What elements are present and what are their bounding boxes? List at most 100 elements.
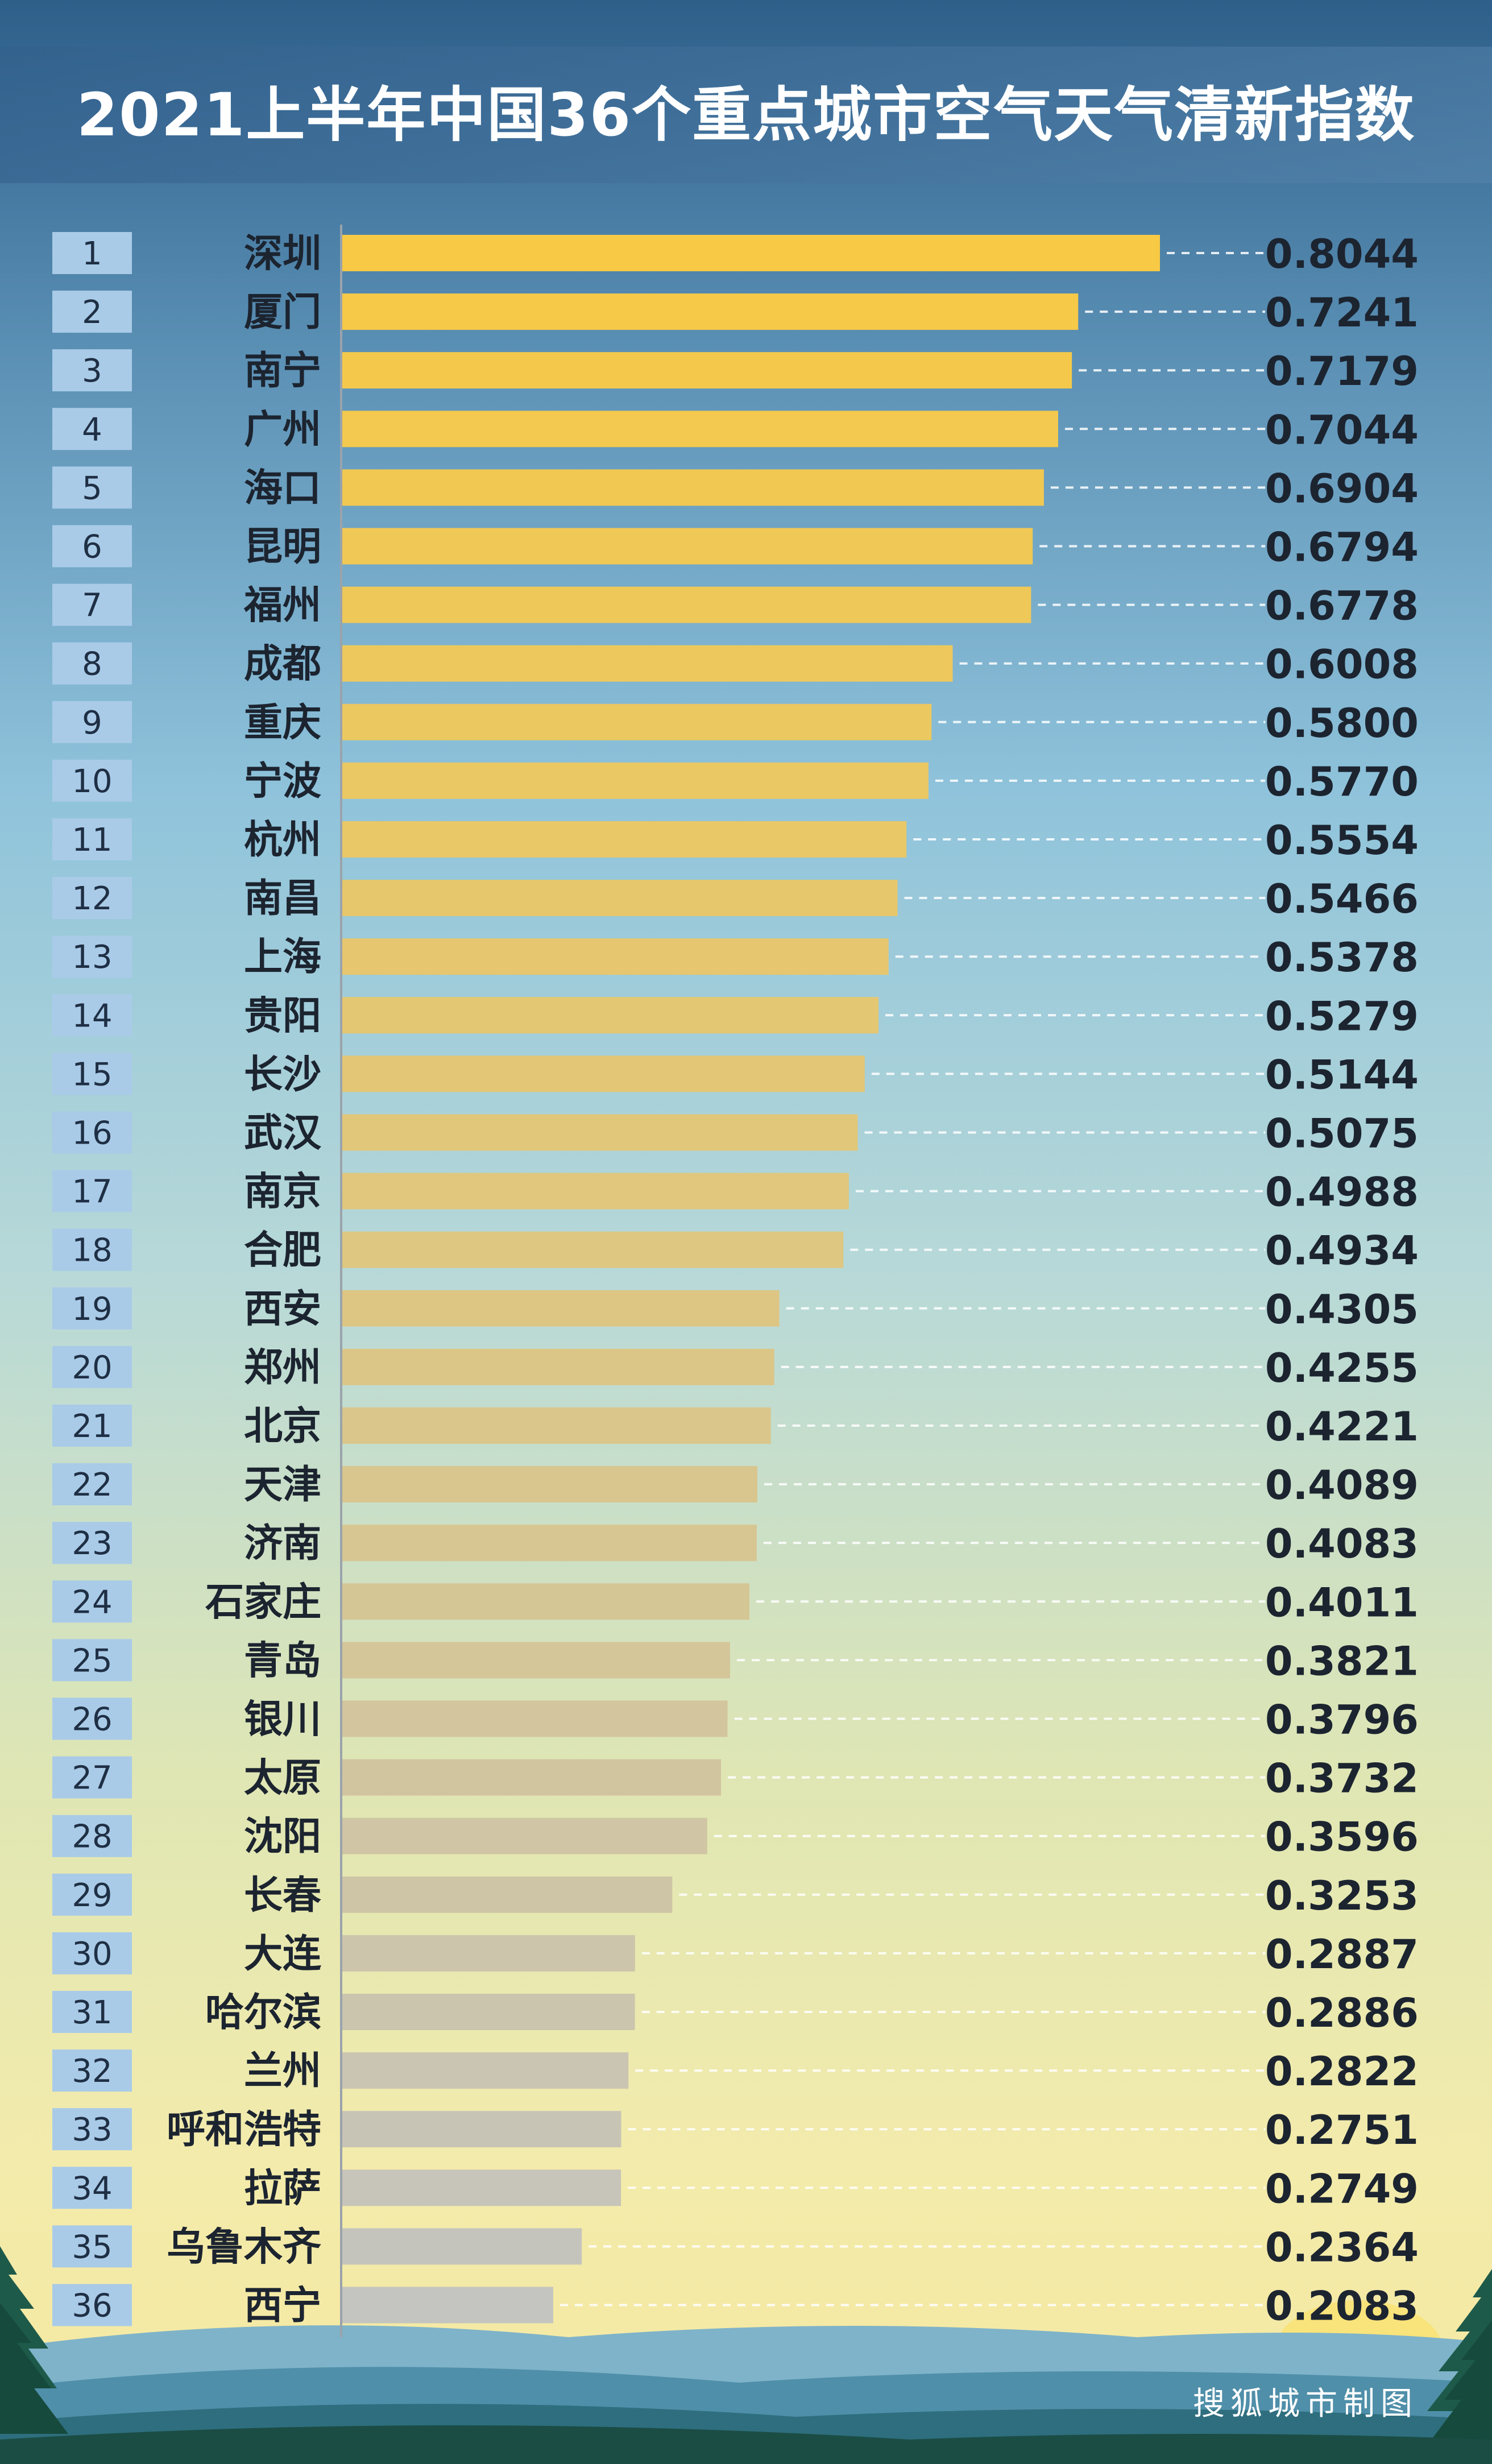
bar-row: 34 拉萨 0.2749 — [52, 2165, 1419, 2212]
credit-text: 搜狐城市制图 — [1193, 2386, 1418, 2422]
category-label: 南宁 — [244, 349, 321, 394]
data-label: 0.4988 — [1265, 1169, 1419, 1216]
bar — [341, 469, 1044, 506]
rank-label: 3 — [82, 353, 102, 390]
category-label: 海口 — [244, 466, 321, 511]
bar — [341, 821, 907, 858]
data-label: 0.5770 — [1265, 759, 1419, 805]
rank-box — [52, 408, 132, 450]
rank-box — [52, 994, 132, 1037]
bar-row: 22 天津 0.4089 — [52, 1462, 1419, 1509]
bar — [341, 880, 898, 917]
bar — [341, 762, 929, 799]
data-label: 0.5075 — [1265, 1111, 1419, 1157]
rank-label: 25 — [72, 1642, 112, 1679]
bar-row: 13 上海 0.5378 — [52, 934, 1419, 981]
category-label: 青岛 — [244, 1638, 321, 1683]
data-label: 0.2364 — [1265, 2224, 1419, 2271]
category-label: 大连 — [244, 1932, 321, 1977]
data-label: 0.6778 — [1265, 583, 1419, 630]
rank-label: 34 — [72, 2170, 112, 2207]
rank-box — [52, 1170, 132, 1212]
bar — [341, 2228, 582, 2265]
bar — [341, 411, 1058, 448]
bar-row: 12 南昌 0.5466 — [52, 876, 1419, 922]
rank-box — [52, 759, 132, 802]
category-label: 西安 — [244, 1287, 321, 1332]
category-label: 成都 — [244, 642, 321, 687]
bar-row: 1 深圳 0.8044 — [52, 231, 1419, 278]
bar-row: 36 西宁 0.2083 — [52, 2283, 1419, 2330]
rank-box — [52, 1111, 132, 1154]
bar-row: 27 太原 0.3732 — [52, 1755, 1419, 1802]
data-label: 0.4305 — [1265, 1286, 1419, 1333]
rank-box — [52, 466, 132, 509]
rank-label: 28 — [72, 1819, 112, 1856]
bar — [341, 1055, 865, 1092]
data-label: 0.2822 — [1265, 2048, 1419, 2095]
rank-label: 21 — [72, 1408, 112, 1445]
category-label: 拉萨 — [244, 2166, 321, 2211]
rank-box — [52, 1345, 132, 1388]
category-label: 南昌 — [244, 876, 321, 921]
bar-row: 5 海口 0.6904 — [52, 465, 1419, 512]
rank-label: 26 — [72, 1701, 112, 1738]
rank-box — [52, 1053, 132, 1095]
rank-label: 31 — [72, 1994, 112, 2031]
data-label: 0.5466 — [1265, 876, 1419, 922]
rank-label: 13 — [72, 939, 112, 976]
category-label: 重庆 — [244, 701, 321, 746]
rank-box — [52, 2049, 132, 2092]
rank-box — [52, 1697, 132, 1740]
data-label: 0.7241 — [1265, 289, 1419, 336]
category-label: 天津 — [244, 1463, 321, 1508]
bar — [341, 352, 1072, 389]
rank-box — [52, 1522, 132, 1564]
bar — [341, 1583, 750, 1620]
bar — [341, 1759, 722, 1796]
rank-box — [52, 1580, 132, 1623]
rank-box — [52, 818, 132, 860]
rank-label: 10 — [72, 763, 112, 800]
rank-label: 4 — [82, 411, 102, 448]
category-label: 石家庄 — [205, 1580, 321, 1625]
rank-label: 15 — [72, 1056, 112, 1093]
rank-box — [52, 701, 132, 743]
bar-row: 4 广州 0.7044 — [52, 407, 1419, 453]
bar — [341, 1876, 673, 1913]
rank-label: 9 — [82, 705, 102, 742]
rank-box — [52, 525, 132, 568]
data-label: 0.3796 — [1265, 1697, 1419, 1744]
rank-box — [52, 935, 132, 978]
data-label: 0.4011 — [1265, 1579, 1419, 1626]
bar — [341, 2111, 621, 2148]
bar-rows: 1 深圳 0.8044 2 厦门 0.7241 3 南宁 0.7179 4 广州 0.7044 5 海口 0… — [52, 231, 1419, 2330]
bar-row: 28 沈阳 0.3596 — [52, 1814, 1419, 1861]
rank-label: 33 — [72, 2111, 112, 2148]
bar-row: 33 呼和浩特 0.2751 — [52, 2107, 1419, 2154]
rank-label: 11 — [72, 822, 112, 859]
category-label: 银川 — [244, 1697, 321, 1742]
data-label: 0.4934 — [1265, 1228, 1419, 1274]
bar — [341, 2169, 621, 2206]
bar-row: 18 合肥 0.4934 — [52, 1228, 1419, 1274]
rank-label: 36 — [72, 2288, 112, 2325]
category-label: 武汉 — [244, 1111, 322, 1156]
category-label: 合肥 — [244, 1228, 321, 1273]
data-label: 0.7044 — [1265, 407, 1419, 453]
rank-box — [52, 291, 132, 333]
bar-row: 30 大连 0.2887 — [52, 1931, 1419, 1978]
data-label: 0.3821 — [1265, 1638, 1419, 1684]
rank-box — [52, 877, 132, 920]
rank-box — [52, 1228, 132, 1271]
rank-label: 16 — [72, 1115, 112, 1152]
data-label: 0.7179 — [1265, 348, 1419, 395]
category-label: 沈阳 — [244, 1815, 321, 1860]
category-label: 哈尔滨 — [205, 1990, 321, 2035]
data-label: 0.6904 — [1265, 465, 1419, 512]
bar — [341, 1114, 858, 1151]
bar-row: 23 济南 0.4083 — [52, 1521, 1419, 1567]
rank-label: 12 — [72, 880, 112, 917]
